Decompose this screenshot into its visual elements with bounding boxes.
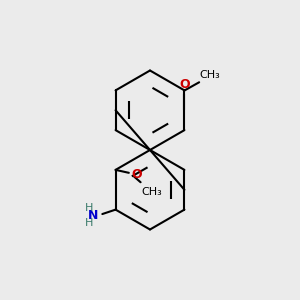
Text: N: N	[88, 209, 98, 222]
Text: H: H	[85, 218, 93, 228]
Text: CH₃: CH₃	[200, 70, 220, 80]
Text: O: O	[132, 168, 142, 181]
Text: CH₃: CH₃	[141, 187, 162, 197]
Text: O: O	[179, 77, 190, 91]
Text: H: H	[85, 203, 93, 213]
